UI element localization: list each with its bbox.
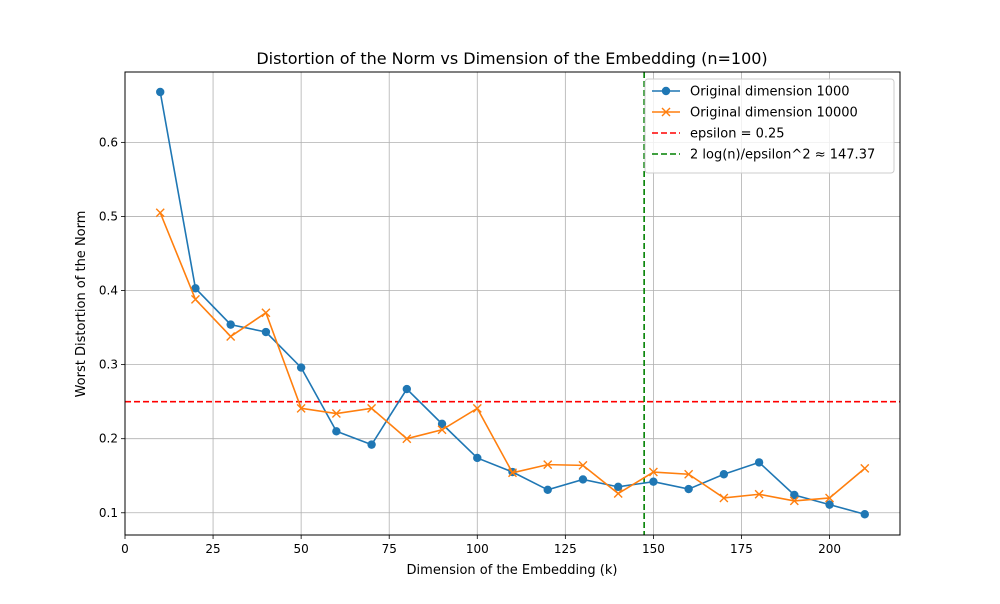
series-2-point: [825, 493, 835, 503]
series-1-point: [613, 482, 623, 492]
x-marker-stroke: [648, 467, 658, 477]
series-1-point: [296, 363, 306, 372]
x-marker-stroke: [437, 425, 447, 435]
x-tick-label: 75: [382, 542, 397, 556]
x-marker-stroke: [684, 469, 694, 479]
legend-label: Original dimension 1000: [690, 85, 850, 100]
legend-item: epsilon = 0.25: [652, 127, 785, 142]
legend-item: Original dimension 1000: [652, 85, 850, 100]
x-tick-label: 125: [554, 542, 577, 556]
series-2-point: [789, 496, 799, 506]
x-tick-label: 50: [293, 542, 308, 556]
series-2-point: [367, 403, 377, 413]
series-1-point: [684, 484, 693, 494]
x-marker-stroke: [789, 496, 799, 506]
x-marker-stroke: [613, 489, 623, 499]
x-axis-ticks: 0 25 50 75 100 125 150 175 200: [121, 535, 841, 556]
legend-circle-marker: [661, 86, 671, 96]
series-2-point: [508, 468, 517, 478]
series-2-point: [226, 331, 236, 341]
x-tick-label: 100: [466, 542, 489, 556]
x-tick-label: 0: [121, 542, 129, 556]
x-tick-label: 175: [730, 542, 753, 556]
series-2-point: [296, 403, 306, 413]
series-2-point: [331, 409, 341, 419]
series-2-point: [437, 425, 447, 435]
series-2-point: [261, 308, 271, 318]
y-tick-label: 0.1: [99, 506, 118, 520]
data-series: [155, 87, 870, 519]
series-1-point: [860, 510, 869, 519]
series-1-point: [402, 384, 412, 394]
x-marker-stroke: [190, 294, 200, 304]
y-tick-label: 0.6: [99, 135, 118, 149]
series-2-point: [472, 403, 482, 413]
series-1-point: [649, 477, 658, 486]
series-1-point: [437, 419, 447, 429]
x-marker-stroke: [155, 208, 165, 218]
legend-label: epsilon = 0.25: [690, 127, 785, 142]
x-marker-stroke: [472, 403, 482, 413]
plot-frame: [124, 71, 901, 536]
x-marker-stroke: [825, 493, 835, 503]
series-1-point: [473, 453, 482, 463]
series-2-point: [155, 208, 165, 218]
series-1-point: [261, 327, 271, 337]
legend-item: Original dimension 10000: [652, 106, 858, 121]
x-marker-stroke: [508, 468, 517, 478]
series-2-point: [543, 460, 553, 470]
series-2-point: [613, 489, 623, 499]
x-marker-stroke: [719, 493, 729, 503]
x-marker-stroke: [754, 489, 764, 499]
series-2-point: [648, 467, 658, 477]
y-tick-label: 0.4: [99, 284, 118, 298]
x-tick-label: 25: [205, 542, 220, 556]
series-1-point: [156, 87, 165, 97]
x-tick-label: 150: [642, 542, 665, 556]
y-axis-ticks: 0.1 0.2 0.3 0.4 0.5 0.6: [99, 135, 125, 520]
x-marker-stroke: [367, 403, 377, 413]
series-1-point: [332, 427, 341, 436]
series-2-point: [719, 493, 729, 503]
x-marker-stroke: [226, 331, 236, 341]
x-marker-stroke: [543, 460, 553, 470]
series-1-point: [367, 440, 376, 449]
x-marker-stroke: [296, 403, 306, 413]
legend-item: 2 log(n)/epsilon^2 ≈ 147.37: [652, 148, 875, 163]
series-1-point: [226, 320, 235, 329]
legend-label: 2 log(n)/epsilon^2 ≈ 147.37: [690, 148, 875, 163]
reference-lines: [125, 72, 900, 535]
series-2-point: [754, 489, 764, 499]
series-2-point: [190, 294, 200, 304]
legend-label: Original dimension 10000: [690, 106, 858, 121]
series-2-point: [860, 463, 870, 473]
series-1-point: [790, 490, 799, 500]
series-1-point: [191, 284, 200, 293]
y-tick-label: 0.5: [99, 209, 118, 223]
series-1-point: [754, 458, 764, 467]
x-axis-label: Dimension of the Embedding (k): [407, 563, 618, 578]
x-marker-stroke: [860, 463, 870, 473]
legend-box: [644, 78, 895, 174]
series-1-point: [578, 475, 588, 484]
series-1-point: [543, 485, 552, 495]
x-marker-stroke: [331, 409, 341, 419]
series-1-point: [825, 500, 834, 509]
x-tick-label: 200: [818, 542, 841, 556]
x-marker-stroke: [578, 460, 588, 470]
chart-title: Distortion of the Norm vs Dimension of t…: [256, 49, 767, 68]
y-tick-label: 0.2: [99, 432, 118, 446]
legend: Original dimension 1000 Original dimensio…: [644, 78, 895, 174]
y-tick-label: 0.3: [99, 358, 118, 372]
x-marker-stroke: [402, 434, 412, 444]
legend-x-marker: [661, 107, 671, 117]
x-marker-stroke: [261, 308, 271, 318]
series-1-point: [719, 470, 729, 479]
series-2-point: [578, 460, 588, 470]
series-2-point: [684, 469, 694, 479]
y-axis-label: Worst Distortion of the Norm: [74, 211, 89, 398]
series-2-point: [402, 434, 412, 444]
